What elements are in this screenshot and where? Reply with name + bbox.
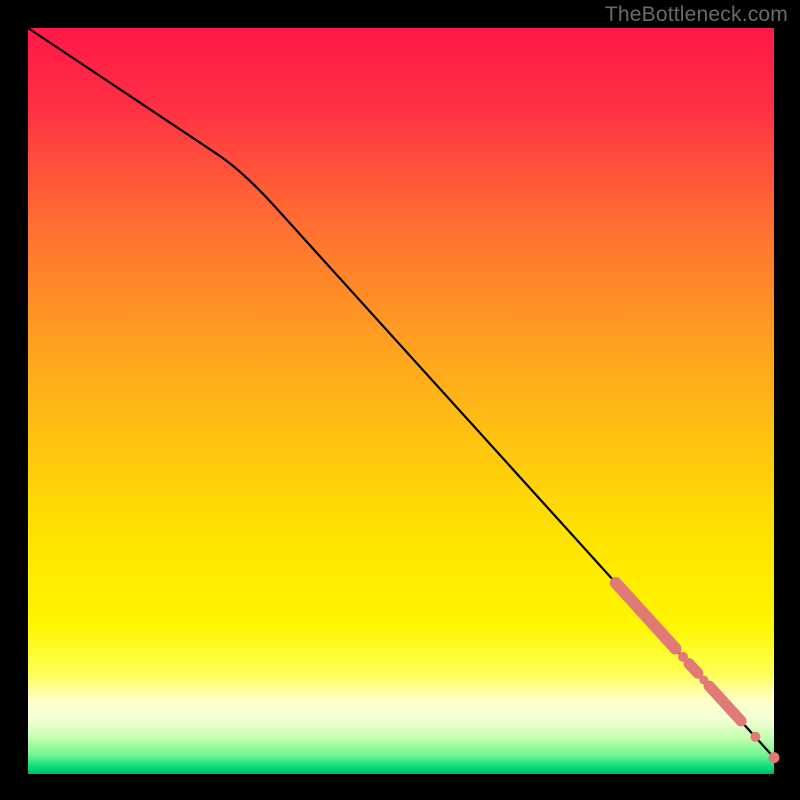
plot-background bbox=[28, 28, 774, 774]
marker-dot bbox=[750, 732, 760, 742]
watermark-text: TheBottleneck.com bbox=[605, 3, 788, 27]
marker-dot bbox=[769, 752, 780, 763]
marker-segment bbox=[689, 664, 698, 674]
chart-frame: TheBottleneck.com bbox=[0, 0, 800, 800]
bottleneck-chart bbox=[0, 0, 800, 800]
